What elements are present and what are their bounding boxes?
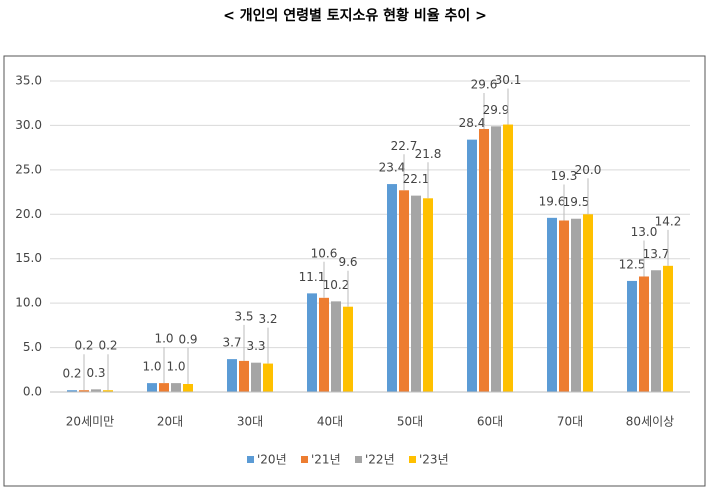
value-label: 0.3 — [86, 366, 105, 380]
bar — [171, 383, 181, 392]
value-label: 22.7 — [391, 139, 418, 153]
bar — [479, 128, 489, 393]
value-label: 0.2 — [74, 339, 93, 353]
y-tick-label: 5.0 — [23, 340, 42, 354]
value-label: 13.7 — [643, 247, 670, 261]
bar — [639, 276, 649, 392]
value-label: 13.0 — [631, 225, 658, 239]
bar — [503, 124, 513, 392]
legend-swatch — [355, 456, 362, 463]
bar — [583, 214, 593, 392]
bar — [663, 265, 673, 392]
bar — [239, 360, 249, 392]
bar — [67, 390, 77, 392]
value-label: 12.5 — [619, 257, 646, 271]
bar — [251, 362, 261, 392]
chart-frame — [3, 55, 706, 487]
x-tick-label: 20대 — [157, 415, 183, 429]
value-label: 19.6 — [539, 194, 566, 208]
value-label: 22.1 — [403, 172, 430, 186]
x-tick-label: 50대 — [397, 415, 423, 429]
bar — [307, 293, 317, 392]
bar — [651, 270, 661, 392]
value-label: 3.5 — [234, 309, 253, 323]
legend-swatch — [247, 456, 254, 463]
bar — [423, 198, 433, 392]
value-label: 30.1 — [495, 73, 522, 87]
bar — [399, 190, 409, 392]
value-label: 0.2 — [98, 339, 117, 353]
y-tick-label: 20.0 — [15, 207, 42, 221]
value-label: 19.5 — [563, 195, 590, 209]
bar — [319, 297, 329, 392]
y-tick-label: 30.0 — [15, 118, 42, 132]
bar — [263, 363, 273, 392]
bar — [547, 217, 557, 392]
bar — [183, 384, 193, 392]
y-tick-label: 25.0 — [15, 162, 42, 176]
value-label: 29.6 — [471, 77, 498, 91]
y-tick-label: 10.0 — [15, 296, 42, 310]
bar — [331, 301, 341, 392]
x-tick-label: 20세미만 — [66, 415, 114, 429]
value-label: 3.3 — [246, 339, 265, 353]
value-label: 3.7 — [222, 336, 241, 350]
value-label: 28.4 — [459, 116, 486, 130]
x-tick-label: 60대 — [477, 415, 503, 429]
bar — [103, 390, 113, 392]
bar — [343, 306, 353, 392]
bar — [411, 195, 421, 392]
value-label: 1.0 — [166, 360, 185, 374]
value-label: 10.2 — [323, 278, 350, 292]
value-label: 21.8 — [415, 147, 442, 161]
legend-swatch — [409, 456, 416, 463]
value-label: 9.6 — [338, 255, 357, 269]
legend-label: '23년 — [419, 453, 449, 467]
value-label: 10.6 — [311, 246, 338, 260]
y-tick-label: 35.0 — [15, 74, 42, 88]
legend-label: '20년 — [257, 453, 287, 467]
value-label: 23.4 — [379, 161, 406, 175]
bar — [79, 390, 89, 392]
value-label: 20.0 — [575, 163, 602, 177]
bar — [559, 220, 569, 392]
y-tick-label: 0.0 — [23, 385, 42, 399]
x-tick-label: 70대 — [557, 415, 583, 429]
x-tick-label: 40대 — [317, 415, 343, 429]
value-label: 1.0 — [142, 360, 161, 374]
value-label: 14.2 — [655, 214, 682, 228]
legend-label: '21년 — [311, 453, 341, 467]
bar — [491, 126, 501, 393]
x-tick-label: 80세이상 — [626, 415, 674, 429]
value-label: 11.1 — [299, 270, 326, 284]
value-label: 3.2 — [258, 312, 277, 326]
value-label: 0.2 — [62, 367, 81, 381]
bar — [387, 184, 397, 392]
bar — [159, 383, 169, 392]
legend-label: '22년 — [365, 453, 395, 467]
y-tick-label: 15.0 — [15, 251, 42, 265]
legend-swatch — [301, 456, 308, 463]
bar — [227, 359, 237, 392]
chart-title: < 개인의 연령별 토지소유 현황 비율 추이 > — [223, 7, 487, 24]
bar — [467, 139, 477, 392]
value-label: 0.9 — [178, 333, 197, 347]
x-tick-label: 30대 — [237, 415, 263, 429]
value-label: 29.9 — [483, 103, 510, 117]
bar — [91, 389, 101, 392]
value-label: 19.3 — [551, 169, 578, 183]
bar — [147, 383, 157, 392]
value-label: 1.0 — [154, 332, 173, 346]
bar — [571, 218, 581, 392]
bar — [627, 280, 637, 392]
